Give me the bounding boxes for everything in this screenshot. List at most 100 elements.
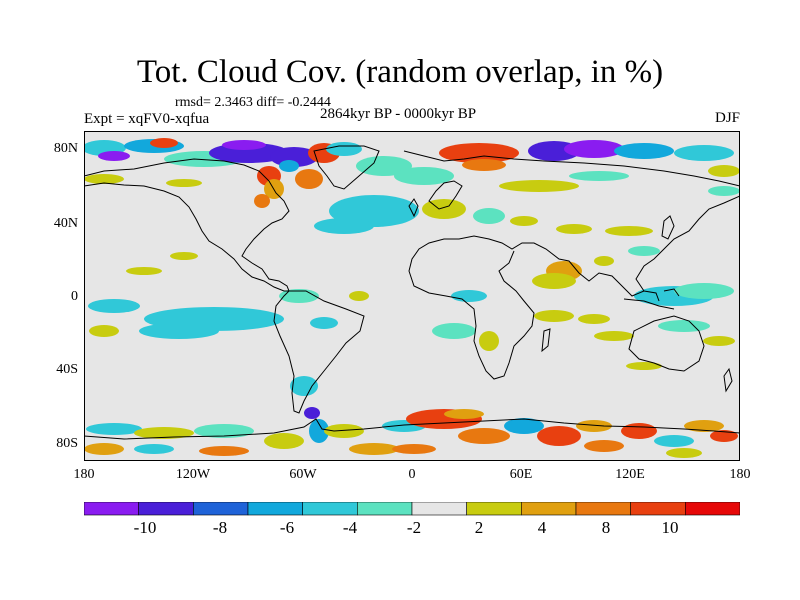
greenland-coast — [313, 145, 380, 190]
patch — [444, 409, 484, 419]
patch — [304, 407, 320, 419]
plot-title: Tot. Cloud Cov. (random overlap, in %) — [136, 54, 664, 90]
patch — [564, 140, 624, 158]
colorbar-label: -8 — [212, 518, 228, 537]
experiment-label: Expt = xqFV0-xqfua — [84, 111, 210, 127]
patch — [537, 426, 581, 446]
lon-label-180w: 180 — [73, 467, 95, 482]
patch — [98, 151, 130, 161]
colorbar-label: 8 — [601, 518, 611, 537]
stats-text: rmsd= 2.3463 diff= -0.2444 — [175, 95, 331, 110]
patch — [708, 165, 740, 177]
patch — [290, 376, 318, 396]
colorbar-box — [247, 502, 303, 516]
patch — [84, 174, 124, 184]
lon-label-60w: 60W — [289, 467, 317, 482]
patch — [451, 290, 487, 302]
season-label: DJF — [714, 110, 740, 126]
colorbar-box — [630, 502, 686, 516]
patch — [310, 317, 338, 329]
lat-label-80n: 80N — [53, 141, 78, 156]
patch — [126, 267, 162, 275]
coastlines — [84, 145, 740, 440]
lon-label-120e: 120E — [615, 467, 645, 482]
lat-label-0: 0 — [71, 289, 78, 304]
patch — [309, 419, 329, 443]
patch — [194, 424, 254, 438]
patch — [84, 443, 124, 455]
colorbar-label: -6 — [279, 518, 295, 537]
madagascar-coast — [541, 328, 551, 353]
patch — [708, 186, 740, 196]
map-frame — [84, 131, 740, 461]
patch — [356, 156, 412, 176]
new-zealand-coast — [723, 367, 733, 393]
anomaly-patches — [84, 138, 740, 458]
colorbar-box — [466, 502, 522, 516]
patch — [458, 428, 510, 444]
patch — [510, 216, 538, 226]
patch — [394, 167, 454, 185]
patch — [576, 420, 612, 432]
australia-coast — [628, 315, 705, 372]
colorbar-box — [138, 502, 194, 516]
colorbar-label: 10 — [661, 518, 679, 537]
patch — [139, 323, 219, 339]
patch — [504, 418, 544, 434]
patch — [89, 325, 119, 337]
patch — [86, 423, 142, 435]
patch — [532, 273, 576, 289]
colorbar-label: -10 — [133, 518, 157, 537]
patch — [264, 433, 304, 449]
lat-label-40s: 40S — [56, 362, 78, 377]
colorbar-label: 4 — [537, 518, 547, 537]
patch — [628, 246, 660, 256]
colorbar-label: -2 — [406, 518, 422, 537]
patch — [422, 199, 466, 219]
north-america-coast — [84, 158, 290, 292]
colorbar — [84, 502, 740, 516]
patch — [614, 143, 674, 159]
british-isles-coast — [408, 198, 419, 218]
lon-label-60e: 60E — [509, 467, 533, 482]
patch — [594, 331, 634, 341]
patch — [349, 443, 399, 455]
colorbar-box — [685, 502, 740, 516]
patch — [703, 336, 735, 346]
patch — [578, 314, 610, 324]
colorbar-box — [302, 502, 358, 516]
patch — [626, 362, 662, 370]
patch — [222, 140, 266, 150]
cloud-cover-map — [84, 131, 740, 461]
lat-label-40n: 40N — [53, 216, 78, 231]
patch — [150, 138, 178, 148]
patch — [621, 423, 657, 439]
colorbar-boxes — [84, 502, 740, 516]
colorbar-box — [521, 502, 577, 516]
patch — [674, 283, 734, 299]
scandinavia-coast — [428, 180, 463, 210]
patch — [569, 171, 629, 181]
japan-coast — [661, 215, 675, 240]
patch — [654, 435, 694, 447]
patch — [462, 159, 506, 171]
patch — [432, 323, 476, 339]
patch — [594, 256, 614, 266]
patch — [254, 194, 270, 208]
patch — [199, 446, 249, 456]
patch — [324, 424, 364, 438]
antarctica-coast — [84, 418, 740, 440]
patch — [170, 252, 198, 260]
patch — [473, 208, 505, 224]
colorbar-box — [575, 502, 631, 516]
patch — [499, 180, 579, 192]
lon-label-0: 0 — [408, 467, 416, 482]
patch — [674, 145, 734, 161]
lon-label-180e: 180 — [729, 467, 751, 482]
colorbar-box — [84, 502, 139, 516]
eurasia-africa-coast — [403, 150, 740, 380]
colorbar-box — [411, 502, 467, 516]
patch — [349, 291, 369, 301]
patch — [710, 430, 738, 442]
patch — [605, 226, 653, 236]
